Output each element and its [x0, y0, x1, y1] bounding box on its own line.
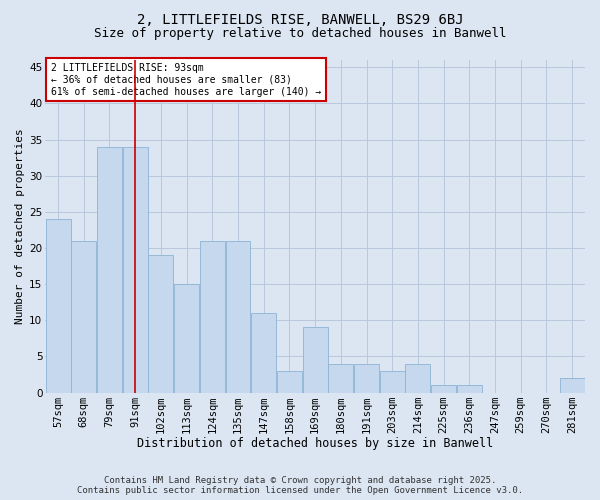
- Bar: [457, 386, 482, 392]
- Bar: [226, 240, 250, 392]
- Bar: [71, 240, 96, 392]
- Bar: [560, 378, 584, 392]
- Text: 2, LITTLEFIELDS RISE, BANWELL, BS29 6BJ: 2, LITTLEFIELDS RISE, BANWELL, BS29 6BJ: [137, 12, 463, 26]
- Bar: [46, 219, 71, 392]
- Bar: [251, 313, 276, 392]
- Bar: [328, 364, 353, 392]
- Bar: [431, 386, 456, 392]
- Text: Size of property relative to detached houses in Banwell: Size of property relative to detached ho…: [94, 28, 506, 40]
- X-axis label: Distribution of detached houses by size in Banwell: Distribution of detached houses by size …: [137, 437, 493, 450]
- Bar: [174, 284, 199, 393]
- Bar: [302, 328, 328, 392]
- Bar: [354, 364, 379, 392]
- Bar: [97, 147, 122, 392]
- Y-axis label: Number of detached properties: Number of detached properties: [15, 128, 25, 324]
- Bar: [380, 371, 404, 392]
- Text: 2 LITTLEFIELDS RISE: 93sqm
← 36% of detached houses are smaller (83)
61% of semi: 2 LITTLEFIELDS RISE: 93sqm ← 36% of deta…: [50, 64, 321, 96]
- Bar: [122, 147, 148, 392]
- Text: Contains HM Land Registry data © Crown copyright and database right 2025.
Contai: Contains HM Land Registry data © Crown c…: [77, 476, 523, 495]
- Bar: [277, 371, 302, 392]
- Bar: [406, 364, 430, 392]
- Bar: [148, 255, 173, 392]
- Bar: [200, 240, 225, 392]
